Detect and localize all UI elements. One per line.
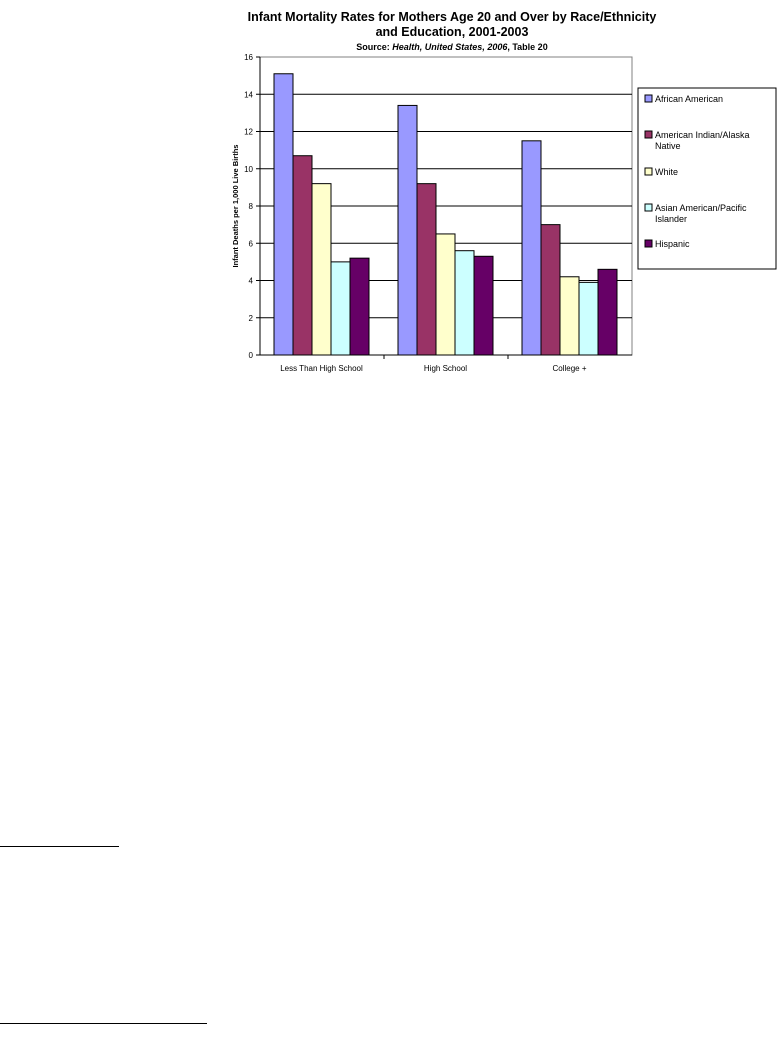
legend-swatch [644,94,653,103]
bar [397,104,418,356]
legend-label: American Indian/Alaska [655,130,750,140]
bar [330,261,351,356]
bar [559,276,580,356]
bar [454,250,475,356]
legend-label: Islander [655,214,687,224]
chart-source-italic: Health, United States, 2006 [392,42,508,52]
chart-title-line-1: Infant Mortality Rates for Mothers Age 2… [248,10,657,24]
legend-label: Native [655,141,681,151]
x-tick-label: High School [424,364,467,373]
bar [578,281,599,356]
legend-label: Hispanic [655,239,690,249]
y-tick-label: 16 [244,53,253,62]
legend-swatch [644,239,653,248]
footnote-rule-2 [0,1023,207,1024]
bars [273,73,618,356]
bar [540,224,561,356]
legend-swatch [644,167,653,176]
bar [292,155,313,356]
chart-title-line-2: and Education, 2001-2003 [376,25,529,39]
bar [521,140,542,356]
y-tick-label: 6 [249,239,254,248]
x-tick-label: Less Than High School [280,364,363,373]
y-tick-label: 8 [249,202,254,211]
y-tick-label: 4 [249,277,254,286]
y-tick-label: 0 [249,351,254,360]
chart-source: Source: Health, United States, 2006, Tab… [356,42,547,52]
bar [597,268,618,356]
legend: African American American Indian/AlaskaNa… [637,87,777,270]
footnote-rule-1 [0,846,119,847]
y-tick-label: 14 [244,90,253,99]
legend-label: Asian American/Pacific [655,203,747,213]
bar [416,183,437,356]
chart-source-prefix: Source: [356,42,392,52]
legend-item: Hispanic [644,239,690,249]
bar [435,233,456,356]
x-tick-label: College + [552,364,586,373]
bar [349,257,370,356]
y-tick-labels: 0 2 4 6 8 10 12 14 16 [244,53,260,360]
legend-label: White [655,167,678,177]
legend-swatch [644,203,653,212]
y-tick-label: 10 [244,165,253,174]
legend-label: African American [655,94,723,104]
y-axis-label: Infant Deaths per 1,000 Live Births [231,145,240,268]
bar [311,183,332,356]
legend-item: White [644,167,678,177]
y-tick-label: 12 [244,128,253,137]
x-tick-labels: Less Than High School High School College … [280,355,587,373]
legend-item: African American [644,94,723,104]
legend-swatch [644,130,653,139]
bar [273,73,294,356]
y-tick-label: 2 [249,314,254,323]
chart-source-suffix: , Table 20 [507,42,547,52]
legend-box [637,87,777,270]
bar [473,255,494,356]
